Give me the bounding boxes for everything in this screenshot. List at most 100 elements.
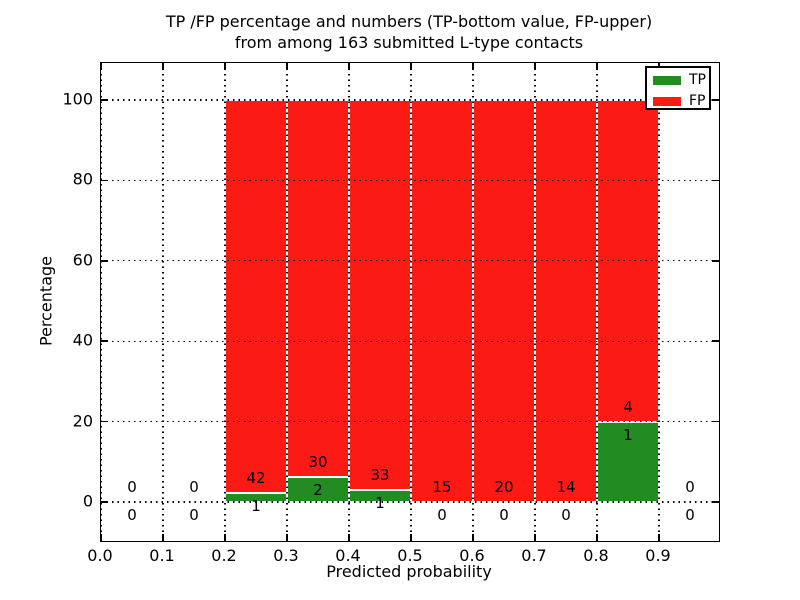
chart-title-line2: from among 163 submitted L-type contacts <box>234 33 584 52</box>
x-tick-label: 0.0 <box>87 546 113 565</box>
bars-layer <box>101 63 719 541</box>
y-tick-mark <box>101 340 108 342</box>
v-gridline <box>224 63 226 541</box>
y-tick-mark <box>101 420 108 423</box>
x-tick-mark <box>348 63 350 70</box>
y-tick-mark <box>101 99 108 101</box>
h-gridline <box>101 179 719 182</box>
h-gridline <box>101 501 719 503</box>
x-tick-mark <box>286 534 288 541</box>
fp-count-label: 33 <box>370 466 390 485</box>
x-tick-label: 0.7 <box>521 546 547 565</box>
tp-count-label: 0 <box>499 506 509 524</box>
x-tick-mark <box>410 63 412 70</box>
x-tick-mark <box>224 534 226 541</box>
ticks-layer <box>100 63 719 541</box>
legend: TP FP <box>645 66 711 110</box>
fp-count-label: 0 <box>685 478 695 496</box>
x-tick-mark <box>162 534 164 541</box>
h-gridline <box>101 420 719 423</box>
y-tick-mark <box>712 340 719 342</box>
x-tick-mark <box>658 534 660 541</box>
y-tick-label: 60 <box>72 250 93 270</box>
x-tick-label: 0.8 <box>583 546 609 565</box>
tp-count-label: 1 <box>375 494 385 513</box>
y-tick-mark <box>712 420 719 423</box>
v-gridline <box>410 63 412 541</box>
y-tick-mark <box>712 179 719 182</box>
y-tick-label: 80 <box>72 169 93 189</box>
legend-entry-fp: FP <box>653 92 709 110</box>
fp-count-label: 0 <box>127 478 137 496</box>
legend-label-fp: FP <box>689 93 706 109</box>
x-tick-mark <box>534 63 536 70</box>
v-gridline <box>162 63 164 541</box>
x-tick-mark <box>410 534 412 541</box>
legend-entry-tp: TP <box>653 71 709 89</box>
y-tick-label: 100 <box>62 89 93 109</box>
x-tick-mark <box>286 63 288 70</box>
h-gridline <box>101 99 719 101</box>
y-tick-mark <box>712 501 719 503</box>
tp-count-label: 0 <box>189 506 199 524</box>
tp-color-swatch <box>653 75 681 85</box>
x-tick-mark <box>596 534 598 541</box>
y-tick-mark <box>712 260 719 262</box>
v-gridline <box>658 63 660 541</box>
y-tick-label: 40 <box>72 330 93 350</box>
v-gridline <box>534 63 536 541</box>
y-tick-mark <box>101 179 108 182</box>
h-gridline <box>101 340 719 342</box>
v-gridline <box>472 63 474 541</box>
chart-title: TP /FP percentage and numbers (TP-bottom… <box>29 11 789 53</box>
y-tick-mark <box>101 260 108 262</box>
x-tick-mark <box>534 534 536 541</box>
x-tick-mark <box>472 534 474 541</box>
x-tick-mark <box>224 63 226 70</box>
x-tick-label: 0.5 <box>397 546 423 565</box>
legend-label-tp: TP <box>689 72 706 88</box>
v-gridline <box>596 63 598 541</box>
fp-count-label: 14 <box>556 478 576 496</box>
x-tick-label: 0.1 <box>149 546 175 565</box>
fp-count-label: 4 <box>623 397 633 416</box>
x-tick-label: 0.2 <box>211 546 237 565</box>
x-tick-label: 0.4 <box>335 546 361 565</box>
x-axis-label: Predicted probability <box>326 562 492 581</box>
tp-count-label: 1 <box>623 425 633 444</box>
x-tick-label: 0.3 <box>273 546 299 565</box>
fp-count-label: 20 <box>494 478 514 496</box>
fp-count-label: 30 <box>308 452 328 471</box>
tp-count-label: 2 <box>313 480 323 499</box>
fp-color-swatch <box>653 96 681 106</box>
y-tick-mark <box>101 501 108 503</box>
x-tick-mark <box>596 63 598 70</box>
tp-count-label: 0 <box>437 506 447 524</box>
x-tick-mark <box>472 63 474 70</box>
tp-count-label: 0 <box>561 506 571 524</box>
v-gridline <box>100 63 102 541</box>
x-tick-label: 0.6 <box>459 546 485 565</box>
plot-area: 0 0 0 0 42 1 30 2 33 1 15 0 20 0 14 0 4 1 0 0 TP FP <box>100 62 720 542</box>
chart-title-line1: TP /FP percentage and numbers (TP-bottom… <box>165 12 653 31</box>
x-tick-mark <box>162 63 164 70</box>
fp-count-label: 0 <box>189 478 199 496</box>
fp-count-label: 42 <box>246 468 266 487</box>
v-gridline <box>286 63 288 541</box>
y-tick-mark <box>712 99 719 101</box>
tp-count-label: 0 <box>127 506 137 524</box>
v-gridline <box>348 63 350 541</box>
x-tick-mark <box>348 534 350 541</box>
x-tick-mark <box>100 534 102 541</box>
fp-count-label: 15 <box>432 478 452 496</box>
y-tick-label: 20 <box>72 411 93 431</box>
tp-count-label: 1 <box>251 496 261 515</box>
x-tick-label: 0.9 <box>645 546 671 565</box>
tp-count-label: 0 <box>685 506 695 524</box>
h-gridline <box>101 260 719 262</box>
bar-count-labels-layer: 0 0 0 0 42 1 30 2 33 1 15 0 20 0 14 0 4 1 0 0 <box>101 63 719 541</box>
y-tick-label: 0 <box>82 491 93 511</box>
x-tick-mark <box>100 63 102 70</box>
grid-layer <box>100 63 719 541</box>
